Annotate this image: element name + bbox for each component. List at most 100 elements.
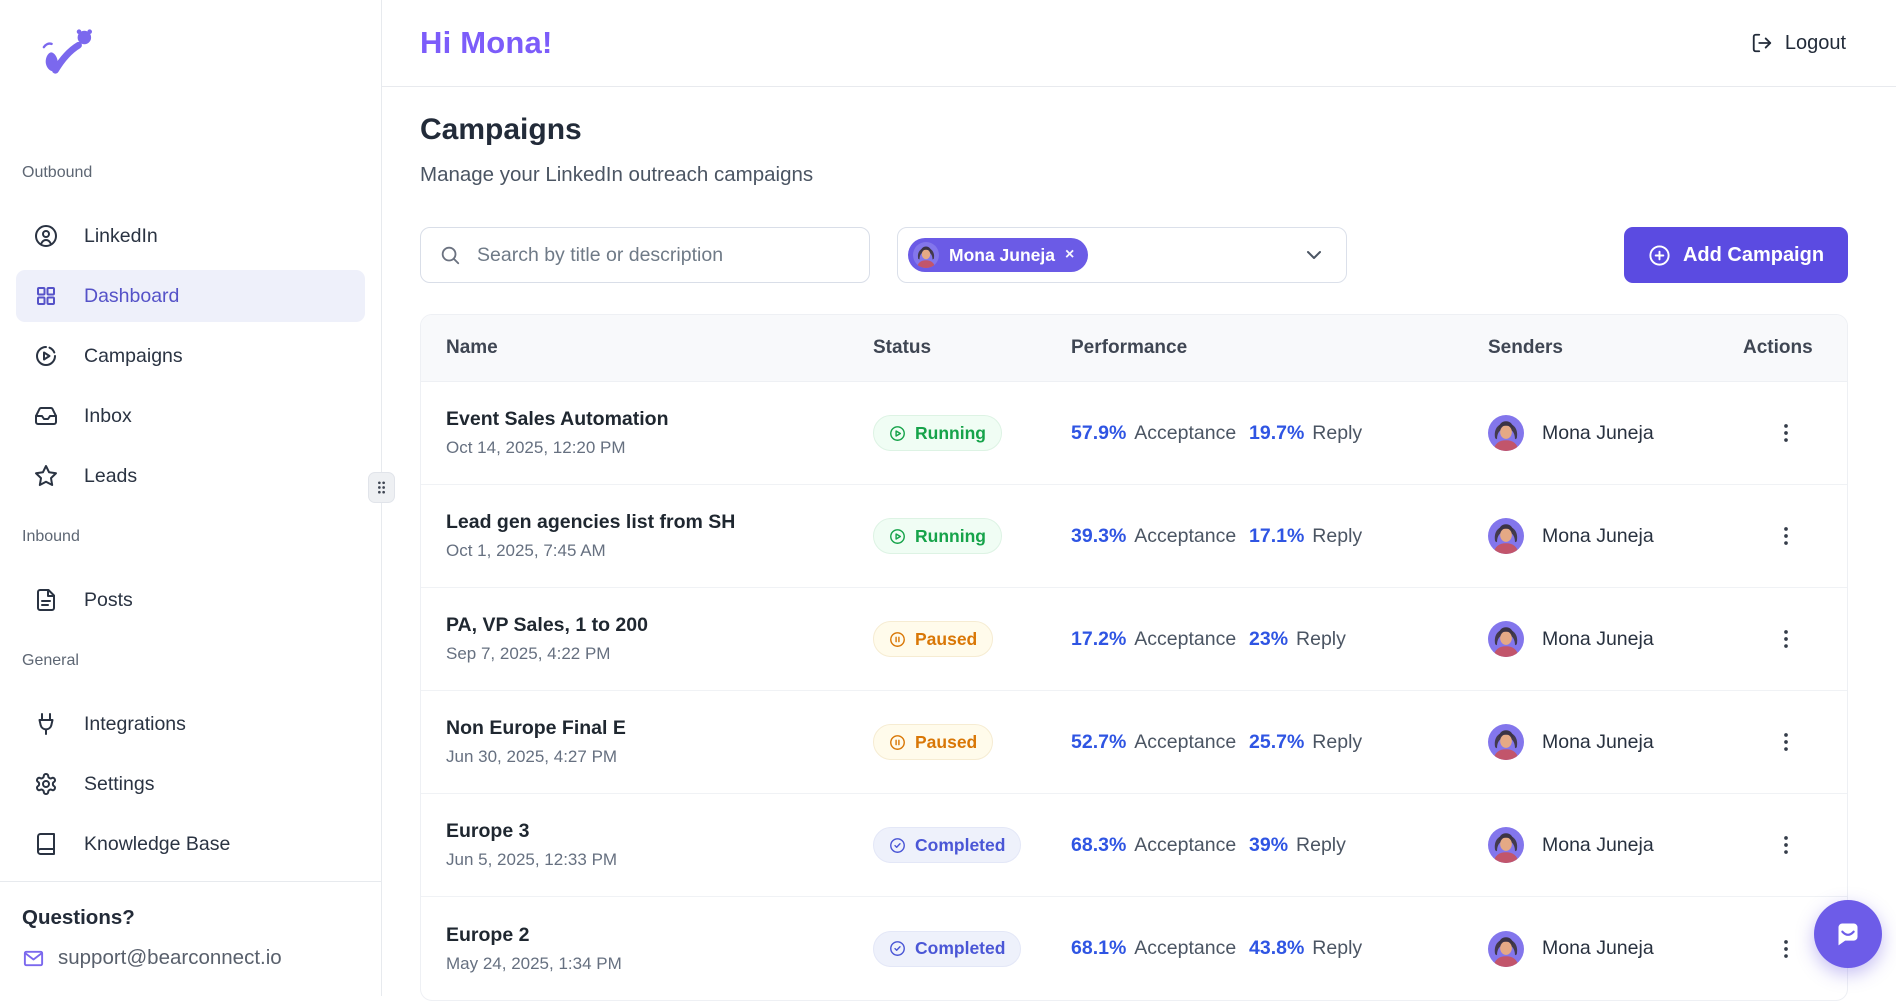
add-campaign-button[interactable]: Add Campaign (1624, 227, 1848, 283)
campaign-name: PA, VP Sales, 1 to 200 (446, 614, 873, 637)
file-text-icon (34, 588, 58, 612)
inbox-icon (34, 404, 58, 428)
table-row[interactable]: Europe 3 Jun 5, 2025, 12:33 PM Completed 68… (421, 794, 1847, 897)
page-subtitle: Manage your LinkedIn outreach campaigns (420, 163, 1848, 187)
search-box (420, 227, 870, 283)
reply-value: 23% (1249, 628, 1288, 651)
column-header-actions: Actions (1743, 337, 1848, 359)
row-actions-button[interactable] (1769, 416, 1803, 450)
campaign-name: Europe 2 (446, 924, 873, 947)
reply-metric: 19.7%Reply (1249, 422, 1362, 445)
row-actions-button[interactable] (1769, 519, 1803, 553)
reply-value: 17.1% (1249, 525, 1304, 548)
reply-value: 39% (1249, 834, 1288, 857)
sender-name: Mona Juneja (1542, 422, 1654, 445)
acceptance-label: Acceptance (1134, 422, 1236, 445)
main-area: Hi Mona! Logout Campaigns Manage your Li… (382, 0, 1896, 996)
check-circle-icon (889, 940, 906, 957)
campaign-name: Europe 3 (446, 820, 873, 843)
reply-label: Reply (1296, 628, 1346, 651)
user-circle-icon (34, 224, 58, 248)
campaign-date: May 24, 2025, 1:34 PM (446, 954, 873, 974)
status-label: Running (915, 526, 986, 547)
acceptance-value: 17.2% (1071, 628, 1126, 651)
chevron-down-icon (1302, 243, 1326, 267)
campaign-name-cell: PA, VP Sales, 1 to 200 Sep 7, 2025, 4:22 … (421, 614, 873, 664)
row-actions-button[interactable] (1769, 932, 1803, 966)
sender-filter-dropdown[interactable]: Mona Juneja × (897, 227, 1347, 283)
sidebar-item-label: Settings (84, 773, 154, 796)
status-label: Completed (915, 835, 1005, 856)
status-cell: Completed (873, 931, 1071, 967)
actions-cell (1743, 416, 1847, 450)
reply-label: Reply (1312, 422, 1362, 445)
reply-label: Reply (1312, 731, 1362, 754)
table-row[interactable]: PA, VP Sales, 1 to 200 Sep 7, 2025, 4:22 … (421, 588, 1847, 691)
actions-cell (1743, 519, 1847, 553)
status-label: Running (915, 423, 986, 444)
logout-button[interactable]: Logout (1745, 31, 1852, 56)
status-cell: Completed (873, 827, 1071, 863)
sidebar-item-label: Posts (84, 589, 133, 612)
sender-chip[interactable]: Mona Juneja × (908, 238, 1088, 272)
chat-widget-button[interactable] (1814, 900, 1882, 968)
sidebar-item-inbox[interactable]: Inbox (16, 390, 365, 442)
sender-avatar (1488, 931, 1524, 967)
campaign-date: Jun 5, 2025, 12:33 PM (446, 850, 873, 870)
sidebar-item-knowledge-base[interactable]: Knowledge Base (16, 818, 365, 870)
reply-value: 43.8% (1249, 937, 1304, 960)
row-actions-button[interactable] (1769, 622, 1803, 656)
sender-chip-label: Mona Juneja (949, 245, 1055, 266)
section-label-inbound: Inbound (22, 528, 365, 546)
support-email-link[interactable]: support@bearconnect.io (22, 946, 359, 970)
row-actions-button[interactable] (1769, 828, 1803, 862)
sidebar-item-settings[interactable]: Settings (16, 758, 365, 810)
campaign-name: Event Sales Automation (446, 408, 873, 431)
campaign-date: Sep 7, 2025, 4:22 PM (446, 644, 873, 664)
status-badge-paused: Paused (873, 621, 993, 657)
pause-circle-icon (889, 631, 906, 648)
sidebar-item-linkedin[interactable]: LinkedIn (16, 210, 365, 262)
reply-metric: 23% Reply (1249, 628, 1346, 651)
check-circle-icon (889, 837, 906, 854)
acceptance-metric: 52.7%Acceptance (1071, 731, 1249, 754)
acceptance-metric: 39.3%Acceptance (1071, 525, 1249, 548)
search-icon (439, 244, 461, 266)
sidebar-item-label: Dashboard (84, 285, 179, 308)
senders-cell: Mona Juneja (1488, 724, 1743, 760)
sidebar-item-posts[interactable]: Posts (16, 574, 365, 626)
sidebar-item-integrations[interactable]: Integrations (16, 698, 365, 750)
sidebar-item-dashboard[interactable]: Dashboard (16, 270, 365, 322)
sidebar-item-campaigns[interactable]: Campaigns (16, 330, 365, 382)
sidebar-item-leads[interactable]: Leads (16, 450, 365, 502)
page-title: Campaigns (420, 113, 1848, 147)
sidebar-item-label: Leads (84, 465, 137, 488)
senders-cell: Mona Juneja (1488, 518, 1743, 554)
campaign-name-cell: Europe 2 May 24, 2025, 1:34 PM (421, 924, 873, 974)
play-circle-icon (889, 425, 906, 442)
search-input[interactable] (475, 243, 851, 268)
chip-remove-icon[interactable]: × (1065, 247, 1074, 263)
controls-row: Mona Juneja × Add Campaign (420, 227, 1848, 283)
column-header-status: Status (873, 337, 1071, 359)
status-cell: Paused (873, 621, 1071, 657)
chat-bubble-icon (1829, 915, 1867, 953)
status-badge-running: Running (873, 518, 1002, 554)
reply-metric: 17.1%Reply (1249, 525, 1362, 548)
reply-metric: 39%Reply (1249, 834, 1346, 857)
sender-name: Mona Juneja (1542, 937, 1654, 960)
row-actions-button[interactable] (1769, 725, 1803, 759)
sender-avatar (1488, 827, 1524, 863)
logout-icon (1751, 32, 1773, 54)
sidebar-resize-handle[interactable] (368, 472, 395, 503)
